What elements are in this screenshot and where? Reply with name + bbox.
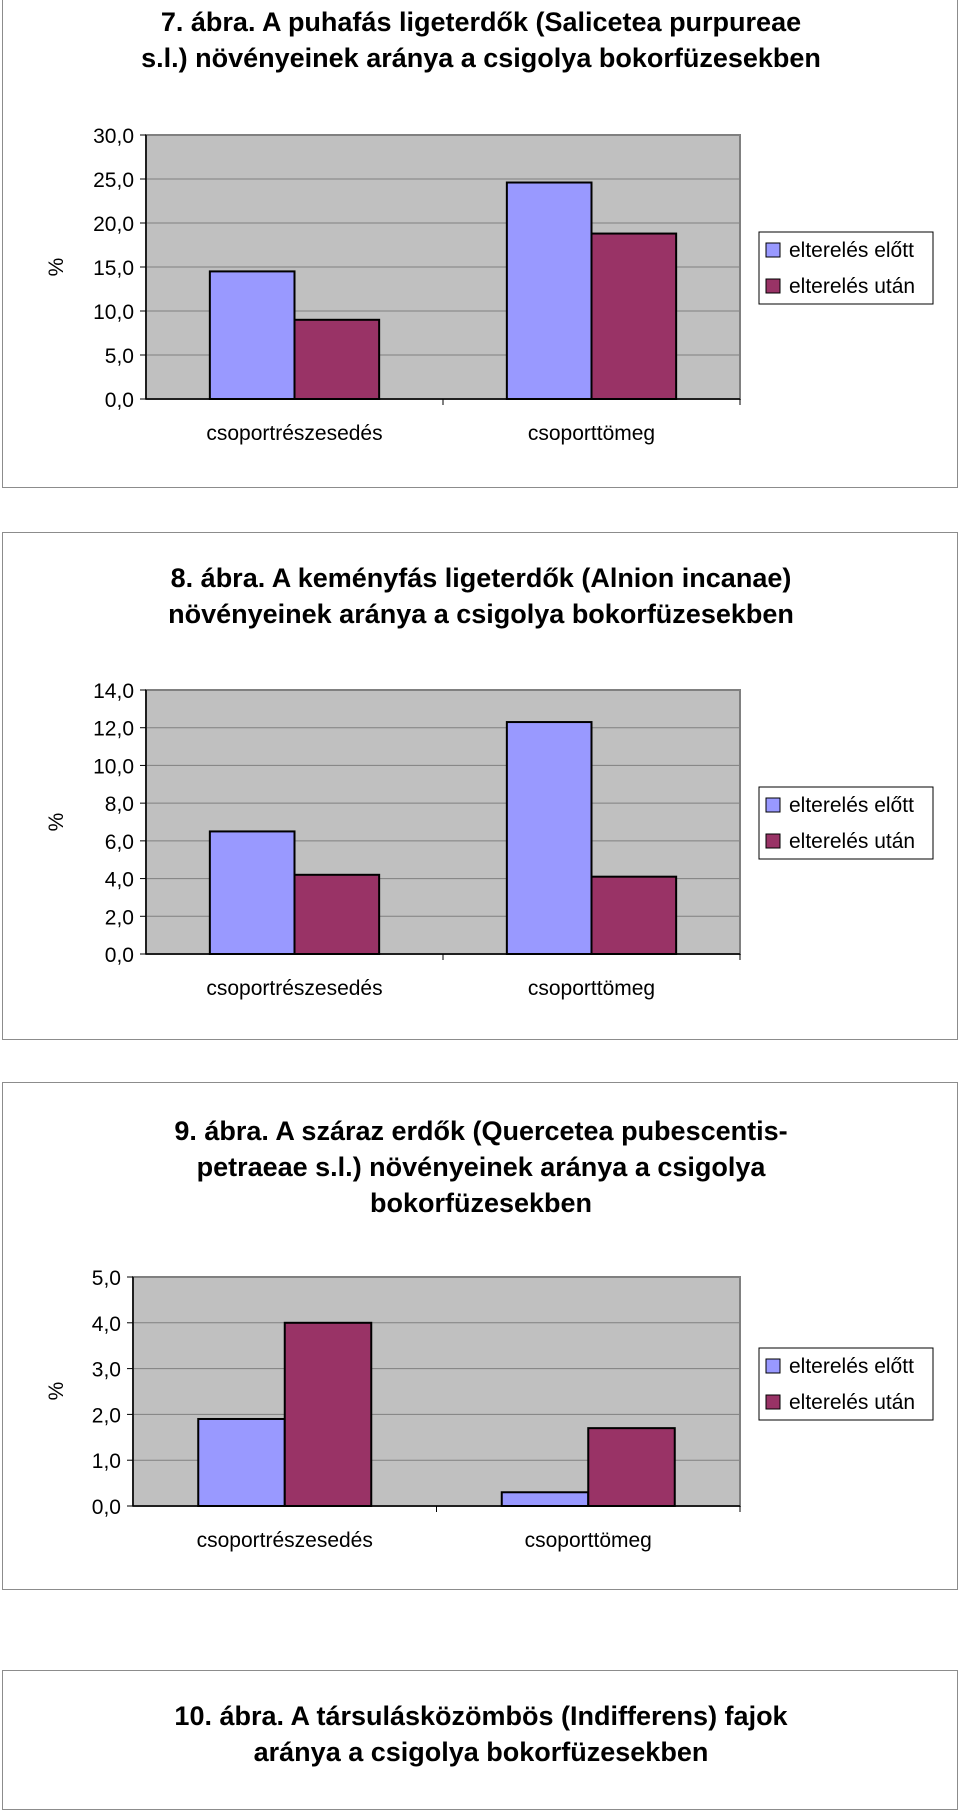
y-tick-label: 2,0 — [92, 1404, 121, 1427]
bar — [293, 318, 381, 400]
y-tick-label: 8,0 — [105, 793, 134, 816]
legend-box — [758, 231, 934, 305]
legend-swatch — [765, 1394, 781, 1410]
y-axis-label: % — [45, 1382, 68, 1401]
chart-panel-10: 10. ábra. A társulásközömbös (Indifferen… — [2, 1670, 958, 1810]
y-tick-label: 0,0 — [105, 944, 134, 967]
y-tick-label: 5,0 — [105, 345, 134, 368]
chart-title-9: 9. ábra. A száraz erdők (Quercetea pubes… — [3, 1113, 959, 1221]
legend-swatch — [765, 797, 781, 813]
y-tick-label: 4,0 — [92, 1313, 121, 1336]
y-tick-label: 6,0 — [105, 831, 134, 854]
x-tick-label: csoportrészesedés — [197, 1529, 373, 1552]
x-tick-label: csoportrészesedés — [206, 977, 382, 1000]
legend-label: elterelés előtt — [789, 794, 914, 817]
y-tick-label: 15,0 — [93, 257, 134, 280]
y-tick-label: 10,0 — [93, 755, 134, 778]
chart-title-10-line-2: aránya a csigolya bokorfüzesekben — [253, 1737, 709, 1767]
legend-label: elterelés után — [789, 275, 915, 298]
y-tick-label: 2,0 — [105, 906, 134, 929]
chart-title-9-line-3: bokorfüzesekben — [369, 1188, 593, 1218]
chart-title-8: 8. ábra. A keményfás ligeterdők (Alnion … — [3, 560, 959, 632]
y-tick-label: 1,0 — [92, 1450, 121, 1473]
x-tick-label: csoporttömeg — [528, 422, 655, 445]
legend-swatch — [765, 242, 781, 258]
legend-box — [758, 1347, 934, 1421]
x-tick-label: csoportrészesedés — [206, 422, 382, 445]
chart-title-10: 10. ábra. A társulásközömbös (Indifferen… — [3, 1698, 959, 1770]
bar — [208, 270, 296, 400]
chart-panel-9: 9. ábra. A száraz erdők (Quercetea pubes… — [2, 1082, 958, 1590]
bar-chart-9: 5,0 4,0 3,0 2,0 1,0 0,0% csoportrészesedés csop… — [45, 1267, 934, 1552]
legend-swatch — [765, 1358, 781, 1374]
bar — [197, 1417, 286, 1508]
bar — [500, 1491, 590, 1508]
x-tick-label: csoporttömeg — [528, 977, 655, 1000]
legend-box — [758, 786, 934, 860]
bar — [590, 232, 678, 400]
y-axis-label: % — [45, 813, 68, 832]
legend-label: elterelés előtt — [789, 1355, 914, 1378]
legend-swatch — [765, 278, 781, 294]
y-tick-label: 0,0 — [92, 1496, 121, 1519]
bar — [587, 1427, 676, 1508]
bar — [590, 875, 678, 955]
chart-title-9-line-2: petraeae s.l.) növényeinek aránya a csig… — [196, 1152, 766, 1182]
y-tick-label: 20,0 — [93, 213, 134, 236]
chart-panel-7: 7. ábra. A puhafás ligeterdők (Salicetea… — [2, 0, 958, 488]
bar — [293, 873, 381, 955]
chart-title-7-line-1: 7. ábra. A puhafás ligeterdők (Salicetea… — [160, 7, 802, 37]
bar-chart-8: 14,0 12,0 10,0 8,0 6,0 4,0 2,0 0,0% csoportrésze… — [45, 680, 934, 1000]
y-tick-label: 10,0 — [93, 301, 134, 324]
bar — [505, 721, 593, 955]
chart-title-7: 7. ábra. A puhafás ligeterdők (Salicetea… — [3, 4, 959, 76]
bar — [208, 830, 296, 955]
chart-title-7-line-2: s.l.) növényeinek aránya a csigolya boko… — [141, 43, 821, 73]
chart-title-10-line-1: 10. ábra. A társulásközömbös (Indifferen… — [174, 1701, 788, 1731]
chart-title-8-line-1: 8. ábra. A keményfás ligeterdők (Alnion … — [170, 563, 792, 593]
y-tick-label: 0,0 — [105, 389, 134, 412]
y-tick-label: 14,0 — [93, 680, 134, 703]
y-tick-label: 4,0 — [105, 869, 134, 892]
legend-label: elterelés előtt — [789, 239, 914, 262]
chart-title-8-line-2: növényeinek aránya a csigolya bokorfüzes… — [168, 599, 794, 629]
y-axis-label: % — [45, 258, 68, 277]
legend-label: elterelés után — [789, 1391, 915, 1414]
bar — [283, 1321, 373, 1507]
bar-chart-7: 30,0 25,0 20,0 15,0 10,0 5,0 0,0% csoportrészes… — [45, 125, 934, 445]
x-tick-label: csoporttömeg — [525, 1529, 652, 1552]
y-tick-label: 5,0 — [92, 1267, 121, 1290]
y-tick-label: 12,0 — [93, 718, 134, 741]
bar — [505, 181, 593, 400]
chart-title-9-line-1: 9. ábra. A száraz erdők (Quercetea pubes… — [174, 1116, 788, 1146]
y-tick-label: 25,0 — [93, 169, 134, 192]
chart-panel-8: 8. ábra. A keményfás ligeterdők (Alnion … — [2, 532, 958, 1040]
y-tick-label: 3,0 — [92, 1359, 121, 1382]
legend-label: elterelés után — [789, 830, 915, 853]
legend-swatch — [765, 833, 781, 849]
y-tick-label: 30,0 — [93, 125, 134, 148]
